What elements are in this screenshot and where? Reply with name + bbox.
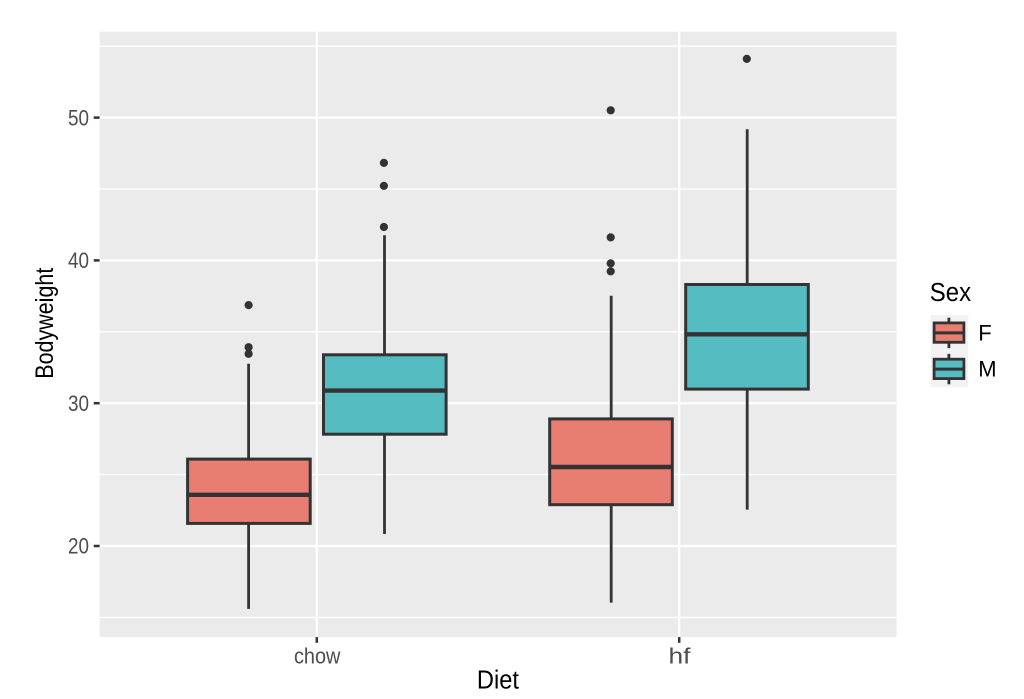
svg-text:Sex: Sex xyxy=(930,279,972,307)
svg-text:50: 50 xyxy=(68,105,89,130)
svg-text:chow: chow xyxy=(294,644,341,669)
svg-text:M: M xyxy=(978,357,996,382)
svg-text:Bodyweight: Bodyweight xyxy=(31,268,59,379)
svg-text:hf: hf xyxy=(669,644,692,669)
svg-text:F: F xyxy=(978,321,991,346)
svg-text:40: 40 xyxy=(68,248,89,273)
svg-text:30: 30 xyxy=(68,391,89,416)
svg-text:20: 20 xyxy=(68,534,89,559)
svg-text:Diet: Diet xyxy=(477,667,519,695)
